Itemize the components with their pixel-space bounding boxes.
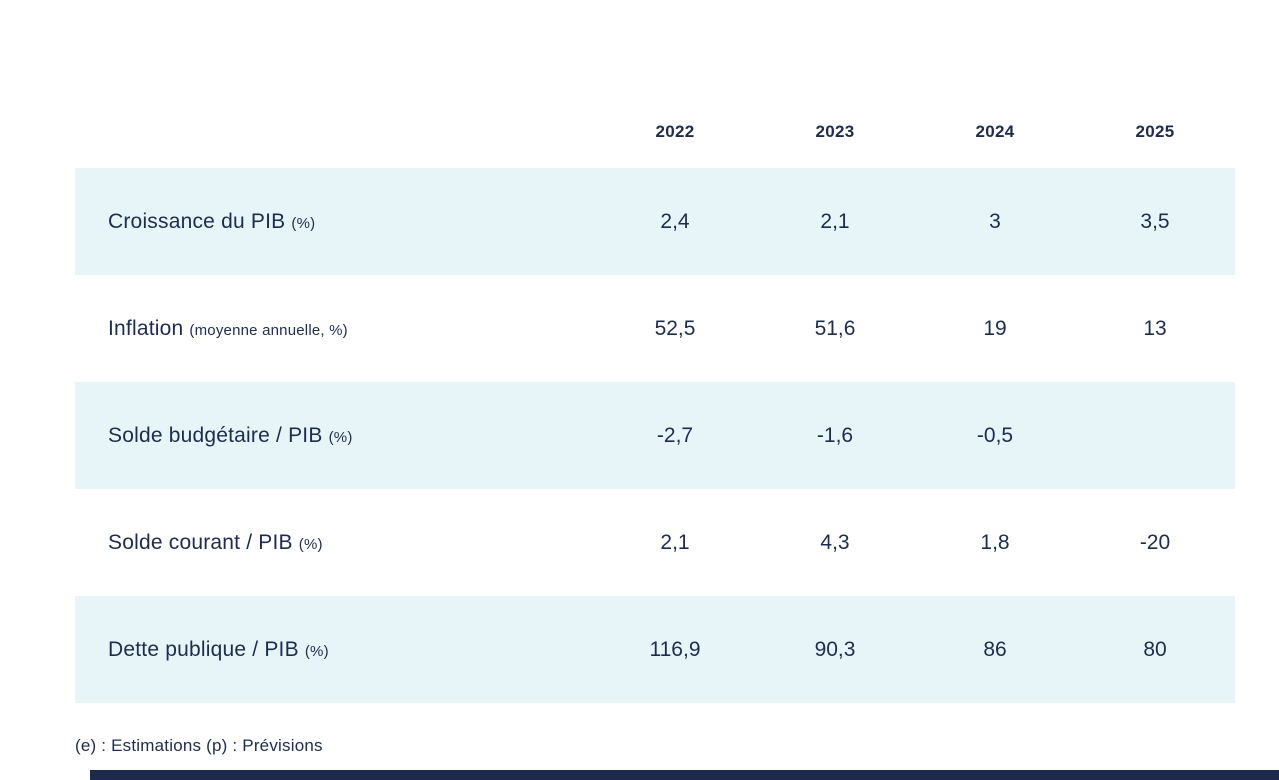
cell-value: 13 bbox=[1143, 316, 1167, 340]
table-row-public-debt: Dette publique / PIB (%) 116,9 90,3 86 8… bbox=[75, 596, 1235, 703]
cell-value: 3 bbox=[989, 209, 1001, 233]
cell-value: 51,6 bbox=[814, 316, 856, 340]
cell-value: 2,4 bbox=[660, 209, 690, 233]
row-label-suffix: (%) bbox=[291, 214, 316, 232]
row-label-suffix: (moyenne annuelle, %) bbox=[189, 321, 348, 339]
cell-value: 116,9 bbox=[649, 637, 701, 661]
cell-value: -1,6 bbox=[816, 423, 854, 447]
row-label-suffix: (%) bbox=[328, 428, 353, 446]
row-label-suffix: (%) bbox=[304, 642, 329, 660]
table-row-current-account: Solde courant / PIB (%) 2,1 4,3 1,8 -20 bbox=[75, 489, 1235, 596]
row-label-suffix: (%) bbox=[298, 535, 323, 553]
cell-value: 90,3 bbox=[814, 637, 856, 661]
row-label: Solde courant / PIB (%) bbox=[75, 531, 595, 555]
row-label-text: Solde budgétaire / PIB bbox=[108, 423, 323, 447]
cell-value: -20 bbox=[1139, 530, 1171, 554]
row-label: Solde budgétaire / PIB (%) bbox=[75, 424, 595, 448]
row-label-text: Croissance du PIB bbox=[108, 209, 286, 233]
row-label-text: Inflation bbox=[108, 316, 184, 340]
cell-value: 80 bbox=[1143, 637, 1167, 661]
table-header-row: 2022 2023 2024 2025 bbox=[75, 95, 1235, 168]
table-row-budget-balance: Solde budgétaire / PIB (%) -2,7 -1,6 -0,… bbox=[75, 382, 1235, 489]
cell-value: 1,8 bbox=[980, 530, 1010, 554]
next-section-top-edge bbox=[90, 770, 1279, 780]
row-label: Inflation (moyenne annuelle, %) bbox=[75, 317, 595, 341]
year-header-2022: 2022 bbox=[655, 121, 695, 141]
row-label-text: Dette publique / PIB bbox=[108, 637, 299, 661]
row-label: Croissance du PIB (%) bbox=[75, 210, 595, 234]
cell-value: 2,1 bbox=[820, 209, 850, 233]
row-label: Dette publique / PIB (%) bbox=[75, 638, 595, 662]
cell-value: 52,5 bbox=[654, 316, 696, 340]
year-header-2025: 2025 bbox=[1135, 121, 1175, 141]
cell-value: -0,5 bbox=[976, 423, 1014, 447]
cell-value: 3,5 bbox=[1140, 209, 1170, 233]
economic-indicators-table: 2022 2023 2024 2025 Croissance du PIB (%… bbox=[75, 95, 1235, 703]
cell-value: -2,7 bbox=[656, 423, 694, 447]
year-header-2023: 2023 bbox=[815, 121, 855, 141]
year-header-2024: 2024 bbox=[975, 121, 1015, 141]
footnote: (e) : Estimations (p) : Prévisions bbox=[75, 736, 323, 755]
cell-value: 86 bbox=[983, 637, 1007, 661]
table-row-inflation: Inflation (moyenne annuelle, %) 52,5 51,… bbox=[75, 275, 1235, 382]
cell-value: 19 bbox=[983, 316, 1007, 340]
table-row-gdp-growth: Croissance du PIB (%) 2,4 2,1 3 3,5 bbox=[75, 168, 1235, 275]
cell-value: 4,3 bbox=[820, 530, 850, 554]
cell-value: 2,1 bbox=[660, 530, 690, 554]
row-label-text: Solde courant / PIB bbox=[108, 530, 293, 554]
